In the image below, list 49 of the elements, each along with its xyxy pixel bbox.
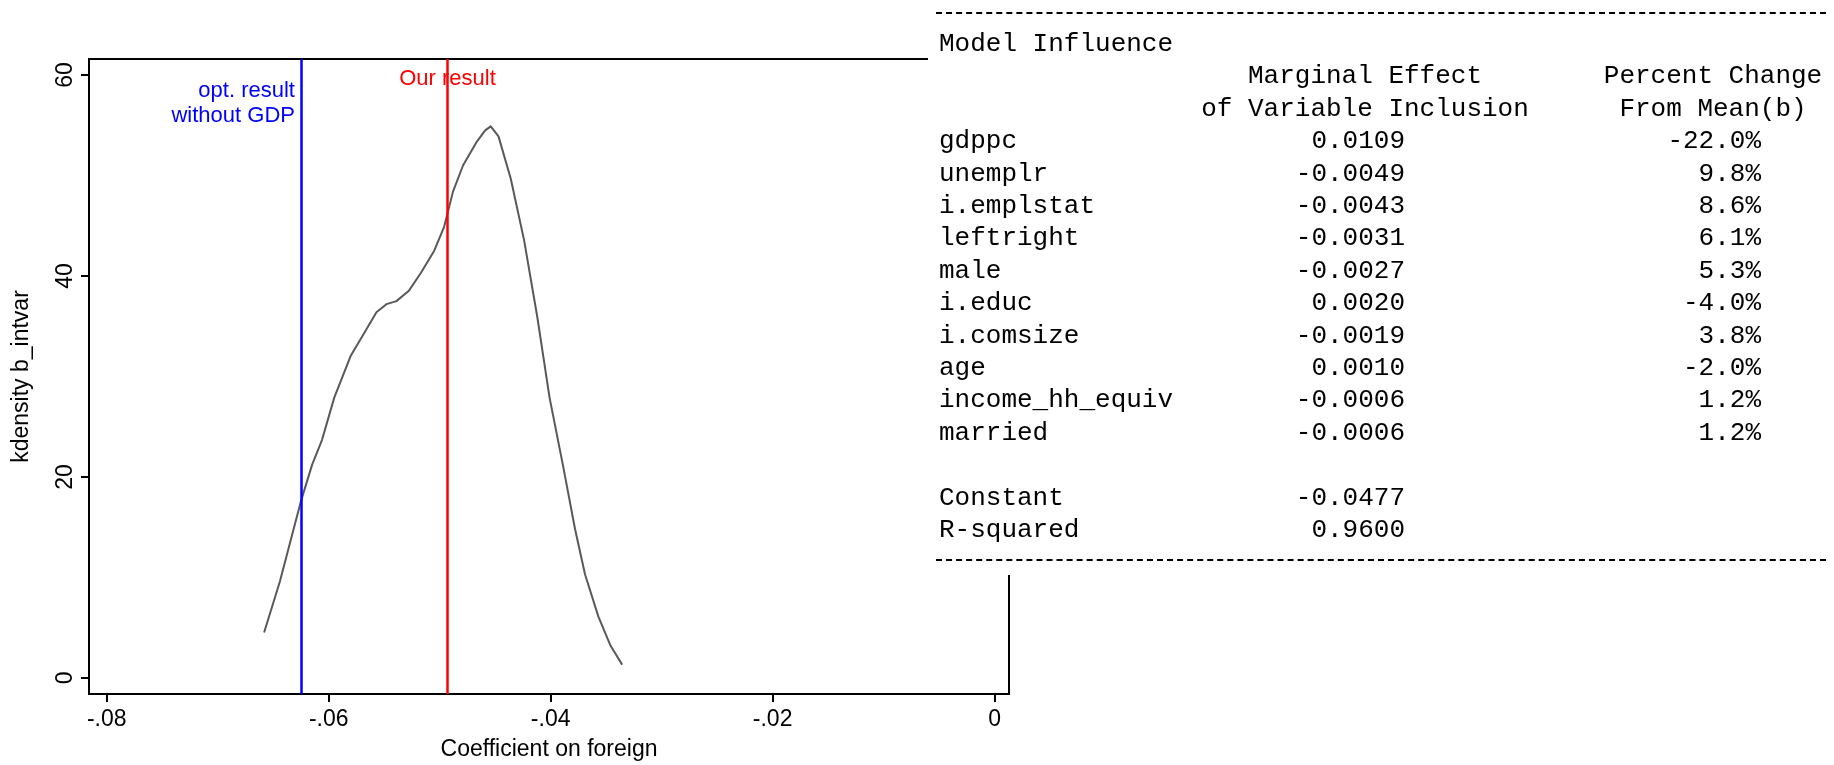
data-label: 5.3% (1698, 255, 1761, 286)
category-label: i.comsize (939, 320, 1080, 351)
x-axis-title: Coefficient on foreign (440, 734, 658, 761)
data-label: 6.1% (1698, 223, 1761, 254)
text: Percent Change From Mean(b) (1603, 61, 1823, 124)
x-tick-label: -.04 (530, 704, 571, 731)
data-label: 0.0020 (1311, 288, 1405, 319)
data-label: -0.0019 (1295, 320, 1405, 351)
data-label: 0.0010 (1311, 353, 1405, 383)
data-label: -0.0043 (1295, 191, 1405, 221)
ref-line-label: opt. result without GDP (170, 77, 295, 127)
y-tick-label: 40 (50, 263, 77, 289)
y-tick-label: 60 (50, 62, 77, 88)
data-label: -22.0% (1667, 126, 1761, 157)
data-label: 9.8% (1698, 158, 1761, 189)
data-label: -0.0477 (1295, 482, 1405, 513)
data-label: -0.0031 (1295, 223, 1405, 254)
data-label: -4.0% (1682, 288, 1761, 319)
data-label: 8.6% (1698, 191, 1761, 221)
data-label: 1.2% (1698, 417, 1761, 448)
text: Model Influence (939, 29, 1174, 59)
data-label: -0.0006 (1295, 385, 1405, 416)
y-axis-title: kdensity b_intvar (6, 289, 33, 463)
x-tick-label: -.06 (308, 704, 349, 731)
category-label: i.emplstat (939, 191, 1096, 221)
data-label: 0.0109 (1311, 126, 1405, 157)
data-label: 1.2% (1698, 385, 1761, 416)
x-tick-label: -.08 (86, 704, 127, 731)
category-label: R-squared (939, 515, 1080, 545)
category-label: married (939, 417, 1049, 448)
category-label: i.educ (939, 288, 1033, 319)
category-label: leftright (939, 223, 1080, 254)
category-label: age (939, 353, 986, 383)
y-tick-label: 20 (50, 464, 77, 490)
line-series (263, 125, 623, 665)
category-label: male (939, 255, 1002, 286)
data-label: 3.8% (1698, 320, 1761, 351)
data-label: -0.0027 (1295, 255, 1405, 286)
category-label: unemplr (939, 158, 1049, 189)
y-tick-label: 0 (50, 671, 77, 685)
category-label: income_hh_equiv (939, 385, 1174, 416)
x-tick-label: 0 (988, 704, 1001, 731)
x-tick-label: -.02 (752, 704, 793, 731)
data-label: -0.0049 (1295, 158, 1405, 189)
data-label: -0.0006 (1295, 417, 1405, 448)
data-label: 0.9600 (1311, 515, 1405, 545)
data-label: -2.0% (1682, 353, 1761, 383)
category-label: gdppc (939, 126, 1018, 157)
category-label: Constant (939, 482, 1064, 513)
